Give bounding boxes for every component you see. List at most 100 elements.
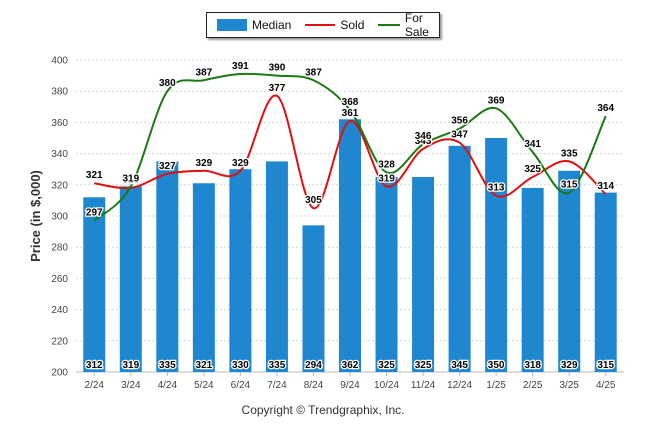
data-label-sold: 314 (597, 181, 614, 192)
data-label-median: 294 (305, 360, 322, 371)
x-tick-label: 10/24 (374, 380, 399, 391)
x-tick-label: 6/24 (231, 380, 251, 391)
data-label-median: 325 (378, 360, 395, 371)
data-label-sold: 313 (488, 183, 505, 194)
x-tick-label: 8/24 (304, 380, 324, 391)
legend-label-for-sale: For Sale (404, 11, 429, 39)
data-label-sold: 361 (342, 108, 359, 119)
data-label-for-sale: 364 (597, 103, 614, 114)
data-label-for-sale: 387 (305, 67, 322, 78)
legend-label-sold: Sold (340, 18, 365, 32)
x-tick-label: 2/24 (85, 380, 105, 391)
data-label-for-sale: 380 (159, 78, 176, 89)
data-label-sold: 325 (524, 164, 541, 175)
bar-median (192, 183, 215, 372)
x-tick-label: 9/24 (340, 380, 360, 391)
data-label-median: 335 (159, 360, 176, 371)
data-label-sold: 347 (451, 130, 468, 141)
data-label-for-sale: 319 (122, 173, 139, 184)
legend-swatch-median (217, 19, 247, 31)
bar-median (229, 169, 252, 372)
bar-median (119, 186, 142, 372)
data-labels: 312 319 335 321 330 335 294 362 325 325 345 350 318 3… (85, 60, 616, 372)
data-label-median: 362 (342, 360, 359, 371)
x-axis: 2/24 3/24 4/24 5/24 6/24 7/24 8/24 9/24 10/24 11/… (85, 372, 616, 391)
bar-median (485, 138, 508, 372)
legend-item-median: Median (217, 18, 291, 32)
bar-median (156, 161, 179, 372)
x-tick-label: 12/24 (447, 380, 472, 391)
y-tick-label: 340 (51, 149, 68, 160)
y-tick-label: 380 (51, 87, 68, 98)
x-tick-label: 4/25 (596, 380, 616, 391)
y-tick-label: 360 (51, 118, 68, 129)
bar-median (339, 119, 361, 372)
data-label-for-sale: 387 (196, 67, 213, 78)
data-label-median: 335 (269, 360, 286, 371)
x-tick-label: 2/25 (523, 380, 543, 391)
data-label-sold: 329 (196, 158, 213, 169)
data-label-for-sale: 346 (415, 131, 432, 142)
x-tick-label: 7/24 (267, 380, 287, 391)
y-tick-label: 280 (51, 243, 68, 254)
copyright-credit: Copyright © Trendgraphix, Inc. (241, 403, 405, 417)
y-tick-label: 400 (51, 56, 68, 67)
line-for-sale (93, 72, 607, 222)
data-label-sold: 319 (378, 173, 395, 184)
y-tick-label: 300 (51, 212, 68, 223)
data-label-median: 318 (524, 360, 541, 371)
x-tick-label: 3/25 (559, 380, 579, 391)
data-label-for-sale: 315 (561, 180, 578, 191)
legend-swatch-sold (305, 24, 336, 26)
x-tick-label: 1/25 (486, 380, 506, 391)
data-label-for-sale: 390 (269, 63, 286, 74)
bars (83, 119, 617, 372)
x-tick-label: 11/24 (411, 380, 436, 391)
data-label-for-sale: 368 (342, 97, 359, 108)
data-label-median: 330 (232, 360, 249, 371)
legend-item-for-sale: For Sale (378, 11, 437, 39)
data-label-sold: 377 (269, 83, 286, 94)
y-axis: 200 220 240 260 280 300 320 340 360 380 400 (51, 56, 68, 379)
data-label-sold: 343 (415, 136, 432, 147)
data-label-sold: 335 (561, 148, 578, 159)
bar-median (83, 197, 106, 372)
y-tick-label: 320 (51, 180, 68, 191)
data-label-median: 321 (196, 360, 213, 371)
data-label-sold: 305 (305, 195, 322, 206)
data-label-sold: 321 (86, 170, 103, 181)
data-label-for-sale: 297 (86, 208, 103, 219)
bar-median (448, 145, 471, 372)
data-label-sold: 329 (232, 158, 249, 169)
line-sold (94, 94, 607, 210)
bar-median (265, 161, 288, 372)
x-tick-label: 3/24 (121, 380, 141, 391)
bar-median (302, 225, 325, 372)
y-axis-label: Price (in $,000) (28, 170, 43, 262)
bar-median (412, 177, 435, 372)
lines (93, 72, 607, 222)
data-label-sold: 327 (159, 161, 176, 172)
x-tick-label: 4/24 (158, 380, 178, 391)
bar-median (521, 187, 544, 372)
data-label-median: 329 (561, 360, 578, 371)
data-label-sold: 318 (122, 175, 139, 186)
data-label-for-sale: 328 (378, 159, 395, 170)
data-label-for-sale: 369 (488, 95, 505, 106)
bar-median (375, 177, 398, 372)
bar-median (594, 192, 617, 372)
data-label-median: 312 (86, 360, 103, 371)
data-label-median: 315 (597, 360, 614, 371)
data-label-median: 325 (415, 360, 432, 371)
data-label-for-sale: 341 (524, 139, 541, 150)
data-label-for-sale: 391 (232, 61, 249, 72)
y-tick-label: 200 (51, 368, 68, 379)
y-tick-label: 260 (51, 274, 68, 285)
data-label-for-sale: 356 (451, 116, 468, 127)
legend-swatch-for-sale (378, 24, 400, 26)
bar-median (558, 170, 581, 372)
y-tick-label: 240 (51, 305, 68, 316)
legend-label-median: Median (252, 18, 292, 32)
data-label-median: 350 (488, 360, 505, 371)
